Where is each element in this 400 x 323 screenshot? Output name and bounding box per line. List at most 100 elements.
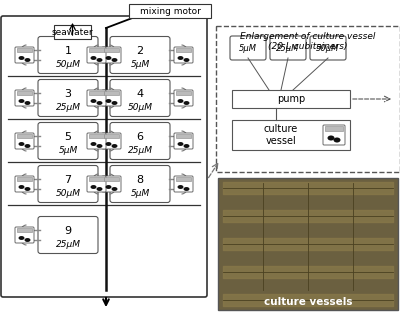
Bar: [325, 126, 343, 131]
Ellipse shape: [18, 142, 24, 146]
FancyBboxPatch shape: [310, 36, 346, 60]
FancyBboxPatch shape: [174, 90, 193, 106]
FancyBboxPatch shape: [102, 90, 121, 106]
Ellipse shape: [24, 238, 30, 242]
FancyBboxPatch shape: [110, 36, 170, 74]
Text: 4: 4: [136, 89, 144, 99]
Bar: [89, 48, 104, 52]
Ellipse shape: [106, 185, 112, 189]
Text: Enlargement of culture vessel: Enlargement of culture vessel: [240, 32, 376, 40]
Text: seawater: seawater: [52, 27, 93, 36]
Ellipse shape: [178, 99, 184, 103]
Text: 2: 2: [136, 46, 144, 56]
FancyBboxPatch shape: [110, 165, 170, 203]
FancyBboxPatch shape: [102, 47, 121, 63]
Text: culture vessels: culture vessels: [264, 297, 352, 307]
FancyBboxPatch shape: [174, 47, 193, 63]
Text: 3: 3: [64, 89, 72, 99]
Ellipse shape: [184, 187, 190, 191]
Bar: [176, 134, 191, 138]
Text: mixing motor: mixing motor: [140, 6, 200, 16]
Ellipse shape: [106, 142, 112, 146]
Text: 5μM: 5μM: [239, 44, 257, 53]
FancyBboxPatch shape: [38, 36, 98, 74]
FancyBboxPatch shape: [15, 47, 34, 63]
Ellipse shape: [112, 58, 118, 62]
FancyBboxPatch shape: [323, 125, 345, 145]
Ellipse shape: [184, 58, 190, 62]
FancyBboxPatch shape: [129, 4, 211, 18]
Text: 7: 7: [64, 175, 72, 185]
Text: 25μM: 25μM: [56, 102, 80, 111]
Ellipse shape: [24, 101, 30, 105]
Text: 5μM: 5μM: [130, 59, 150, 68]
Ellipse shape: [112, 187, 118, 191]
FancyBboxPatch shape: [110, 79, 170, 117]
Ellipse shape: [96, 101, 102, 105]
Text: 1: 1: [64, 46, 72, 56]
Text: (20 L cubitainers): (20 L cubitainers): [268, 41, 348, 50]
Ellipse shape: [18, 236, 24, 240]
FancyBboxPatch shape: [110, 122, 170, 160]
Ellipse shape: [178, 185, 184, 189]
FancyBboxPatch shape: [15, 176, 34, 192]
FancyBboxPatch shape: [1, 16, 207, 297]
Bar: [89, 177, 104, 181]
Bar: [17, 48, 32, 52]
Text: culture
vessel: culture vessel: [264, 124, 298, 146]
Bar: [176, 177, 191, 181]
Ellipse shape: [24, 58, 30, 62]
Ellipse shape: [24, 187, 30, 191]
Ellipse shape: [96, 144, 102, 148]
FancyBboxPatch shape: [87, 90, 106, 106]
Bar: [232, 90, 350, 108]
FancyBboxPatch shape: [174, 133, 193, 149]
FancyBboxPatch shape: [270, 36, 306, 60]
Text: 5: 5: [64, 132, 72, 142]
Ellipse shape: [106, 56, 112, 60]
Ellipse shape: [178, 56, 184, 60]
FancyBboxPatch shape: [87, 133, 106, 149]
Ellipse shape: [18, 185, 24, 189]
Ellipse shape: [328, 135, 334, 141]
Ellipse shape: [96, 187, 102, 191]
FancyBboxPatch shape: [15, 227, 34, 243]
Bar: [218, 178, 398, 310]
Ellipse shape: [106, 99, 112, 103]
Bar: [17, 134, 32, 138]
Text: pump: pump: [277, 94, 305, 104]
Ellipse shape: [178, 142, 184, 146]
FancyBboxPatch shape: [38, 216, 98, 254]
Ellipse shape: [90, 185, 96, 189]
Text: 25μM: 25μM: [276, 44, 300, 53]
Bar: [104, 48, 119, 52]
FancyBboxPatch shape: [38, 122, 98, 160]
Bar: [17, 91, 32, 95]
Bar: [89, 91, 104, 95]
Text: 5μM: 5μM: [58, 145, 78, 154]
Bar: [176, 48, 191, 52]
Text: 50μM: 50μM: [128, 102, 152, 111]
Text: 8: 8: [136, 175, 144, 185]
Ellipse shape: [90, 99, 96, 103]
Bar: [17, 228, 32, 232]
FancyBboxPatch shape: [87, 47, 106, 63]
Ellipse shape: [96, 58, 102, 62]
Bar: [176, 91, 191, 95]
Text: 5μM: 5μM: [130, 189, 150, 197]
FancyBboxPatch shape: [87, 176, 106, 192]
Bar: [17, 177, 32, 181]
FancyBboxPatch shape: [38, 165, 98, 203]
Ellipse shape: [184, 144, 190, 148]
FancyBboxPatch shape: [15, 133, 34, 149]
Bar: [104, 134, 119, 138]
FancyBboxPatch shape: [38, 79, 98, 117]
FancyBboxPatch shape: [54, 25, 91, 39]
Ellipse shape: [24, 144, 30, 148]
FancyBboxPatch shape: [102, 133, 121, 149]
Bar: [232, 120, 350, 150]
FancyBboxPatch shape: [230, 36, 266, 60]
Ellipse shape: [112, 144, 118, 148]
FancyBboxPatch shape: [174, 176, 193, 192]
Ellipse shape: [334, 138, 340, 142]
